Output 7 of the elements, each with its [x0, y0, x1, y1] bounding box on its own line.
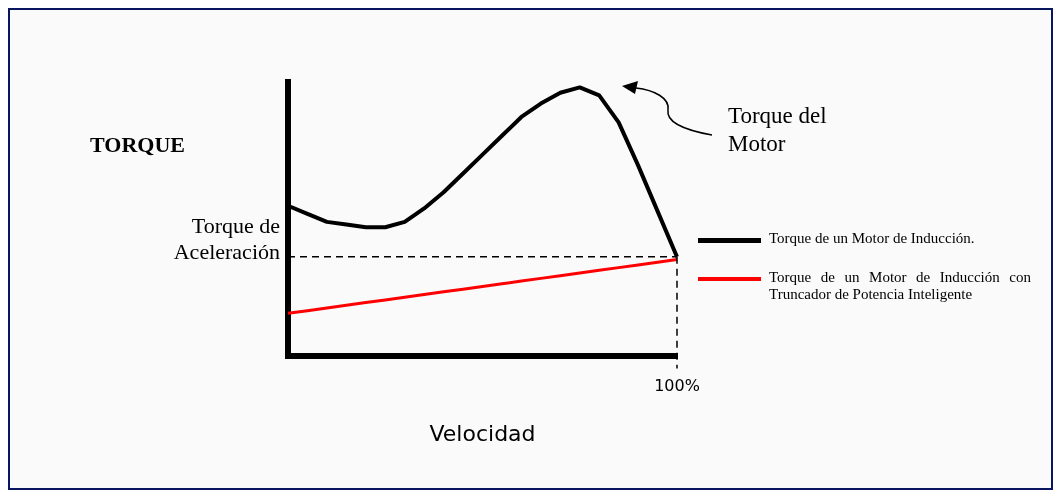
text: Torque del Motor: [728, 102, 828, 158]
ref-line-label: Torque de Aceleración: [173, 212, 280, 264]
y-axis-title: TORQUE: [90, 132, 185, 158]
x-axis-title: Velocidad: [429, 420, 536, 446]
text: 100%: [654, 375, 700, 395]
legend-label: Torque de un Motor de Inducción.: [769, 230, 976, 247]
legend-label: Torque de un Motor de Inducción con Truncador de Potencia Inteligente: [769, 269, 1031, 303]
